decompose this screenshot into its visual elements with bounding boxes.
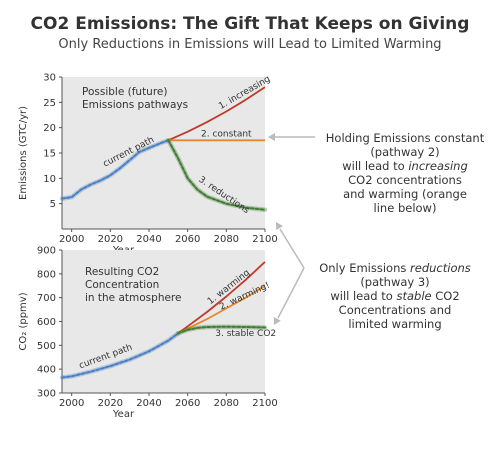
note-reductions: Only Emissions reductions (pathway 3) wi… [305,261,485,331]
series-line [177,285,266,335]
note-text: will lead to [342,159,409,173]
note-constant: Holding Emissions constant (pathway 2) w… [315,131,495,215]
y-tick-label: 25 [43,98,56,109]
note-constant-line: (pathway 2) [370,145,440,159]
y-tick-label: 10 [43,174,56,185]
series-label: 2. constant [201,129,252,139]
panel-label: Possible (future) [82,86,167,98]
y-tick-label: 400 [37,365,56,376]
annotation-arrow [279,228,305,269]
x-tick-label: 2020 [98,234,123,245]
note-reductions-line: limited warming [348,317,442,331]
series-line [167,139,266,211]
x-axis-label: Year [112,409,135,420]
y-tick-label: 800 [37,269,56,280]
series-line [167,86,266,142]
series-label: 3. stable CO2 [215,329,276,339]
plot-area [62,250,265,393]
y-tick-label: 700 [37,293,56,304]
panel-label: Resulting CO2 [85,266,159,278]
y-tick-label: 900 [37,246,56,257]
note-reductions-line: Only Emissions reductions [305,261,485,275]
note-reductions-line: will lead to stable CO2 [305,289,485,303]
series-line [61,139,170,200]
y-tick-label: 300 [37,389,56,400]
note-constant-line: CO2 concentrations [348,173,462,187]
y-tick-label: 30 [43,73,56,84]
x-tick-label: 2060 [175,234,200,245]
series-line [61,332,179,379]
note-text: Only Emissions [319,261,411,275]
y-axis-label: Emissions (GTC/yr) [18,106,29,200]
y-tick-label: 5 [50,199,56,210]
note-constant-line: line below) [373,201,437,215]
y-axis-label: CO₂ (ppmv) [18,292,29,350]
x-tick-label: 2000 [59,398,84,409]
plot-area [62,77,265,229]
x-tick-label: 2080 [214,398,239,409]
note-constant-line: will lead to increasing [315,159,495,173]
annotation-arrowhead [268,133,275,141]
note-emphasis: reductions [410,261,471,275]
x-tick-label: 2080 [214,234,239,245]
annotation-arrowhead [276,222,284,231]
note-emphasis: stable [396,289,432,303]
note-reductions-line: Concentrations and [338,303,452,317]
series-line [177,325,266,335]
annotation-arrowhead [273,316,281,325]
note-text: will lead to [330,289,397,303]
note-text: CO2 [431,289,460,303]
x-tick-label: 2040 [136,398,161,409]
annotation-arrow [277,267,305,319]
page-subtitle: Only Reductions in Emissions will Lead t… [58,37,442,52]
note-constant-line: and warming (orange [343,187,467,201]
series-line [177,261,266,335]
panel-label: Concentration [85,279,159,291]
y-tick-label: 20 [43,123,56,134]
y-tick-label: 600 [37,317,56,328]
note-reductions-line: (pathway 3) [360,275,430,289]
x-tick-label: 2000 [59,234,84,245]
x-tick-label: 2020 [98,398,123,409]
y-tick-label: 500 [37,341,56,352]
panel-label: in the atmosphere [85,292,181,304]
note-constant-line: Holding Emissions constant [325,131,485,145]
note-emphasis: increasing [408,159,468,173]
page-title: CO2 Emissions: The Gift That Keeps on Gi… [30,14,470,34]
y-tick-label: 15 [43,149,56,160]
x-tick-label: 2040 [136,234,161,245]
panel-label: Emissions pathways [82,99,188,111]
x-tick-label: 2100 [252,234,277,245]
x-tick-label: 2060 [175,398,200,409]
x-tick-label: 2100 [252,398,277,409]
